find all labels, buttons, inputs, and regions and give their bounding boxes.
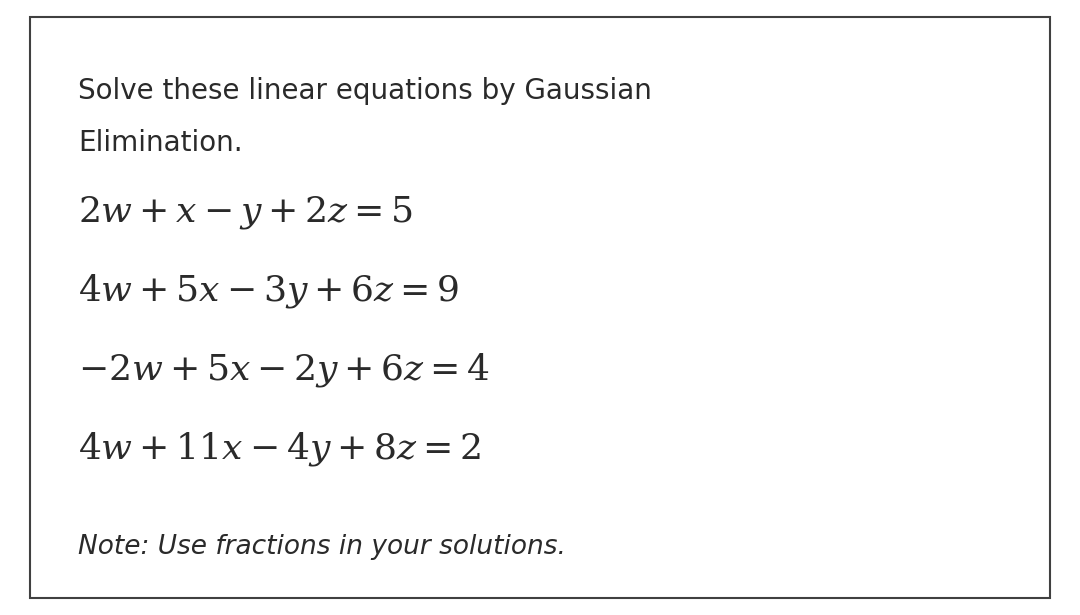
Text: $4w + 11x - 4y + 8z = 2$: $4w + 11x - 4y + 8z = 2$ <box>78 430 481 468</box>
Text: $4w + 5x - 3y + 6z = 9$: $4w + 5x - 3y + 6z = 9$ <box>78 272 459 311</box>
Text: Solve these linear equations by Gaussian: Solve these linear equations by Gaussian <box>78 77 651 105</box>
Text: Elimination.: Elimination. <box>78 129 242 157</box>
Text: Note: Use fractions in your solutions.: Note: Use fractions in your solutions. <box>78 534 566 560</box>
Text: $2w + x - y + 2z = 5$: $2w + x - y + 2z = 5$ <box>78 194 413 231</box>
Text: $-2w + 5x - 2y + 6z = 4$: $-2w + 5x - 2y + 6z = 4$ <box>78 351 489 389</box>
